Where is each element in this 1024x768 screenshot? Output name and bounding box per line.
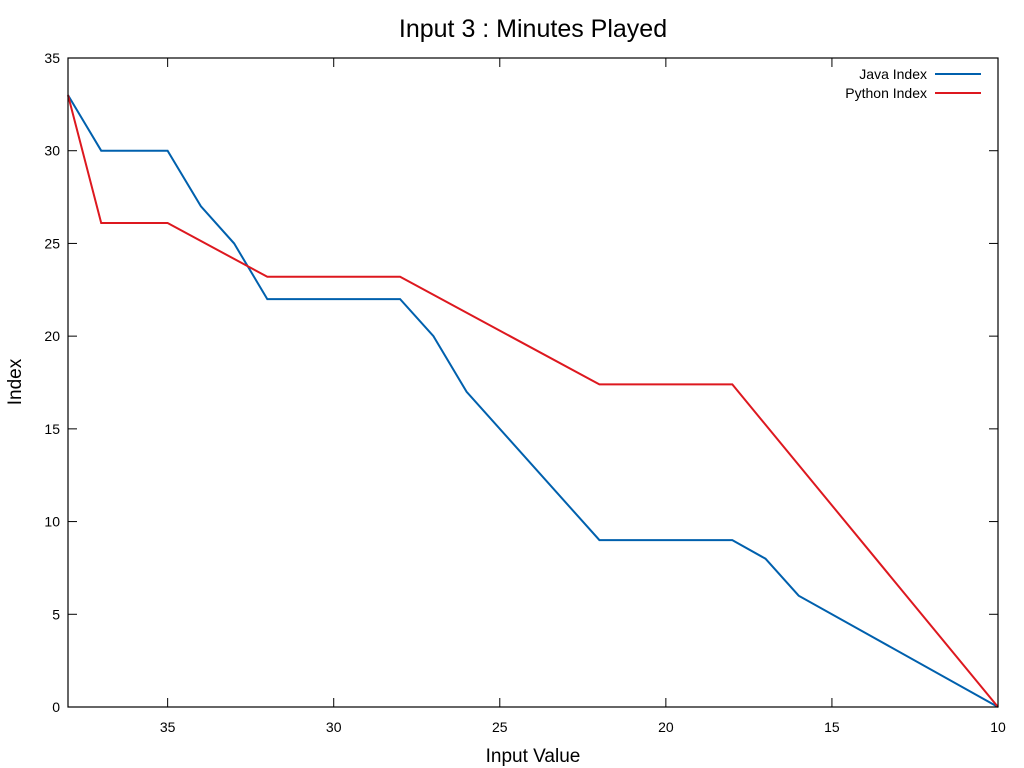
y-tick-label: 20 <box>44 328 60 344</box>
y-tick-label: 10 <box>44 514 60 530</box>
x-tick-label: 15 <box>824 719 840 735</box>
legend: Java Index Python Index <box>845 66 981 101</box>
x-tick-label: 20 <box>658 719 674 735</box>
y-tick-label: 5 <box>52 606 60 622</box>
legend-label: Java Index <box>859 66 927 82</box>
series-line-java-index <box>67 94 999 708</box>
x-axis-label: Input Value <box>486 746 581 767</box>
y-tick-label: 25 <box>44 235 60 251</box>
series-line-python-index <box>67 94 999 708</box>
plot-frame <box>67 57 999 708</box>
chart-title: Input 3 : Minutes Played <box>399 15 667 43</box>
legend-label: Python Index <box>845 85 927 101</box>
x-tick-label: 25 <box>492 719 508 735</box>
y-tick-label: 0 <box>52 699 60 715</box>
x-tick-label: 35 <box>160 719 176 735</box>
x-tick-label: 30 <box>326 719 342 735</box>
x-tick-label: 10 <box>990 719 1006 735</box>
y-tick-label: 15 <box>44 421 60 437</box>
plot-lines <box>67 94 999 708</box>
y-axis-label: Index <box>5 358 26 405</box>
axis-ticks: 0 5 10 15 20 25 30 35 35 30 25 20 15 10 <box>44 50 1006 735</box>
y-tick-label: 35 <box>44 50 60 66</box>
y-tick-label: 30 <box>44 143 60 159</box>
